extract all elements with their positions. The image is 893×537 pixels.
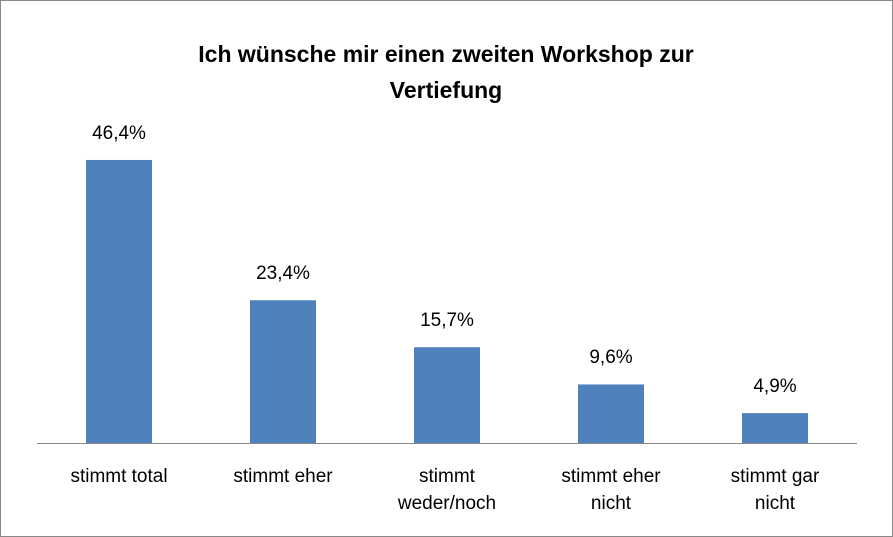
data-label: 46,4% xyxy=(92,122,146,144)
x-tick-label: stimmt eher nicht xyxy=(561,466,661,514)
x-tick-label: stimmt eher xyxy=(233,466,333,487)
x-tick-label: stimmt gar nicht xyxy=(730,466,820,514)
chart-title: Ich wünsche mir einen zweiten Workshop z… xyxy=(198,41,694,103)
bar xyxy=(578,384,644,443)
data-label: 4,9% xyxy=(753,376,797,398)
data-label: 15,7% xyxy=(420,310,474,332)
x-tick-label: stimmt total xyxy=(70,466,168,487)
data-label: 9,6% xyxy=(589,347,633,369)
bar xyxy=(86,159,152,443)
bar xyxy=(414,347,480,443)
data-label: 23,4% xyxy=(256,263,310,285)
bar xyxy=(250,300,316,443)
x-tick-label: stimmt weder/noch xyxy=(397,466,497,514)
bar xyxy=(742,413,808,443)
